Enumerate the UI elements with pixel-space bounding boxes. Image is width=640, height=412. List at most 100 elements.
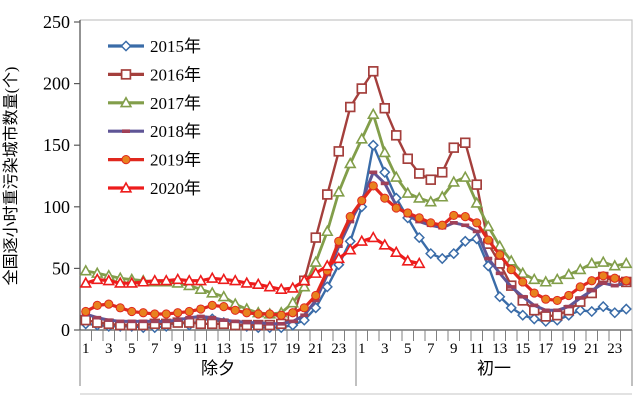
marker-circle — [380, 193, 390, 203]
marker-diamond — [505, 302, 517, 314]
marker-diamond — [436, 252, 448, 265]
marker-circle — [357, 196, 367, 206]
y-tick-label: 150 — [43, 135, 70, 155]
marker-triangle — [113, 276, 127, 288]
marker-circle — [587, 276, 597, 286]
legend-item-2018年: 2018年 — [108, 122, 201, 141]
x-tick-label: 17 — [538, 341, 554, 357]
marker-triangle — [171, 272, 185, 285]
marker-triangle — [343, 243, 357, 255]
marker-dash — [449, 221, 458, 225]
marker-triangle — [119, 181, 133, 193]
marker-diamond — [425, 247, 437, 260]
marker-triangle — [240, 276, 254, 288]
y-tick-label: 200 — [43, 74, 70, 94]
marker-circle — [173, 308, 183, 318]
legend-item-2016年: 2016年 — [108, 65, 201, 84]
marker-circle — [138, 308, 148, 318]
marker-triangle — [182, 274, 196, 286]
x-tick-label: 9 — [174, 341, 182, 357]
marker-triangle — [378, 238, 392, 250]
marker-circle — [207, 300, 217, 310]
x-tick-label: 11 — [470, 341, 484, 357]
marker-triangle — [424, 195, 438, 207]
marker-triangle — [332, 185, 346, 197]
marker-triangle — [79, 264, 93, 276]
marker-triangle — [412, 191, 426, 203]
marker-circle — [161, 309, 171, 319]
marker-circle — [115, 303, 125, 313]
marker-dash — [599, 281, 608, 285]
marker-circle — [449, 210, 459, 221]
marker-triangle — [286, 296, 300, 308]
marker-dash — [507, 285, 516, 289]
marker-triangle — [136, 275, 150, 287]
marker-dash — [576, 296, 585, 300]
x-tick-label: 19 — [285, 341, 300, 357]
marker-triangle — [401, 186, 415, 198]
x-tick-label: 21 — [308, 341, 323, 357]
legend-label: 2015年 — [150, 37, 201, 56]
marker-triangle — [516, 266, 530, 278]
marker-circle — [564, 290, 574, 301]
marker-dash — [254, 320, 263, 325]
marker-dash — [334, 244, 343, 249]
marker-diamond — [620, 303, 632, 315]
x-group-label: 初一 — [477, 359, 511, 378]
marker-diamond — [321, 281, 333, 293]
marker-square — [448, 142, 460, 153]
marker-diamond — [448, 247, 460, 260]
marker-circle — [426, 218, 436, 228]
marker-dash — [472, 229, 481, 234]
marker-circle — [311, 290, 321, 301]
marker-square — [391, 130, 402, 141]
marker-square — [161, 318, 172, 330]
marker-triangle — [297, 280, 311, 292]
marker-circle — [368, 181, 378, 191]
marker-triangle — [481, 219, 495, 232]
marker-circle — [483, 235, 493, 245]
marker-triangle — [320, 259, 334, 271]
marker-dash — [277, 322, 286, 326]
marker-triangle — [401, 254, 415, 266]
marker-circle — [150, 309, 160, 319]
y-tick-label: 250 — [43, 12, 70, 32]
marker-triangle — [573, 262, 587, 275]
marker-circle — [414, 213, 424, 223]
marker-circle — [529, 288, 539, 298]
marker-dash — [484, 256, 493, 261]
marker-dash — [610, 283, 619, 288]
marker-triangle — [527, 272, 541, 285]
marker-dash — [185, 315, 194, 320]
marker-circle — [460, 212, 470, 222]
marker-dash — [564, 304, 573, 309]
series-line-2020年 — [84, 236, 421, 291]
marker-dash — [518, 294, 527, 299]
marker-circle — [184, 306, 194, 317]
marker-circle — [621, 276, 631, 286]
marker-triangle — [79, 276, 93, 288]
legend: 2015年 2016年 2017年 2018年 2019年 2020年 — [108, 37, 201, 198]
marker-circle — [506, 265, 516, 275]
marker-triangle — [493, 239, 507, 251]
marker-triangle — [619, 256, 633, 269]
marker-triangle — [389, 170, 403, 182]
marker-diamond — [120, 40, 132, 52]
series-2019年 — [81, 181, 631, 320]
marker-square — [414, 168, 425, 179]
marker-dash — [150, 319, 159, 324]
marker-diamond — [459, 235, 471, 247]
marker-dash — [311, 298, 320, 303]
plot-border — [80, 19, 633, 330]
marker-triangle — [366, 107, 380, 119]
marker-triangle — [447, 175, 461, 187]
marker-square — [253, 319, 264, 331]
marker-dash — [116, 319, 125, 324]
x-tick-label: 23 — [607, 341, 622, 357]
marker-dash — [196, 314, 205, 319]
marker-square — [322, 189, 333, 200]
marker-diamond — [586, 305, 598, 318]
marker-dash — [122, 129, 130, 133]
marker-dash — [461, 223, 470, 228]
marker-triangle — [309, 266, 323, 278]
